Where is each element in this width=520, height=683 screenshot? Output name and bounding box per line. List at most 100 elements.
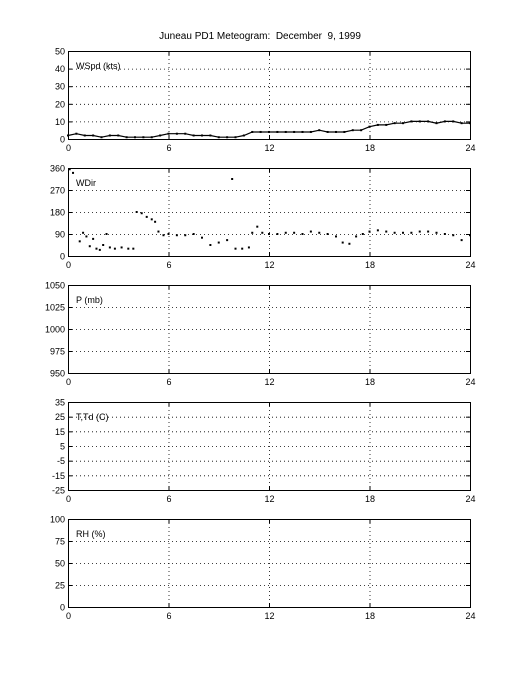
wind-direction-point [82,231,85,234]
wind-speed-point [469,122,471,125]
wind-speed-point [435,122,438,125]
wind-speed-point [242,134,245,137]
x-tick-label: 18 [365,494,375,504]
wind-direction-point [201,236,203,239]
x-tick-label: 0 [66,143,71,153]
y-tick-label: -5 [57,456,65,466]
wind-speed-point [75,132,78,135]
wind-speed-point [234,136,237,139]
y-tick-label: 25 [55,581,65,591]
wind-speed-point [251,130,254,133]
y-tick-label: 50 [55,559,65,569]
wind-direction-point [154,220,157,223]
wind-speed-point [410,120,413,123]
x-tick-label: 18 [365,611,375,621]
figure-title: Juneau PD1 Meteogram: December 9, 1999 [159,31,361,42]
wind-direction-point [261,231,264,234]
y-tick-label: 975 [50,347,65,357]
wind-speed-point [108,134,111,137]
wind-direction-point [318,231,321,234]
panel-label: WSpd (kts) [76,61,121,71]
y-tick-label: 1025 [45,303,65,313]
wind-direction-point [68,168,71,171]
wind-speed-point [368,125,371,128]
y-tick-label: 30 [55,82,65,92]
wind-direction-point [145,215,148,218]
y-tick-label: 40 [55,64,65,74]
x-tick-label: 6 [166,260,171,270]
wind-speed-point [134,136,136,139]
wind-direction-point [184,234,187,237]
wind-speed-point [100,136,103,139]
wind-speed-point [376,123,379,126]
wind-direction-point [247,246,250,249]
y-tick-label: 35 [55,398,65,408]
wind-speed-point [326,130,329,133]
wind-direction-point [92,237,95,240]
wind-speed-point [301,130,304,133]
wind-direction-point [140,212,143,215]
y-tick-label: 25 [55,412,65,422]
wind-direction-point [268,233,270,235]
wind-direction-point [135,211,138,213]
x-tick-label: 24 [465,143,475,153]
wind-speed-point [268,130,270,133]
wind-direction-point [251,231,254,234]
wind-direction-point [78,240,81,243]
wind-direction-point [120,246,123,249]
wind-direction-point [105,233,108,235]
y-tick-label: 0 [60,603,65,613]
y-tick-label: 360 [50,164,65,174]
wind-speed-point [443,120,446,123]
x-tick-label: 24 [465,377,475,387]
y-tick-label: 1050 [45,281,65,291]
panel-2: 0 6 12 18 24 0 90 180 270 360 WDir [50,164,476,271]
wind-direction-point [355,235,358,238]
wind-speed-point [217,136,220,139]
wind-direction-point [88,245,91,248]
y-tick-label: 180 [50,208,65,218]
wind-direction-point [167,233,170,235]
x-tick-label: 12 [264,377,274,387]
wind-direction-point [175,234,178,237]
panel-3: 0 6 12 18 24 950 975 1000 1025 1050 P (mb) [45,281,476,388]
wind-speed-point [393,122,396,125]
wind-speed-point [67,134,69,137]
wind-direction-point [427,230,430,233]
wind-speed-point [175,132,178,135]
wind-speed-point [343,130,346,133]
wind-speed-point [427,120,430,123]
panel-1: 0 6 12 18 24 0 10 20 30 40 50 WSpd (kts) [55,47,476,154]
wind-direction-point [301,233,304,235]
panel-4: 0 6 12 18 24 -25 -15 -5 5 15 25 35 T,Td (C) [52,398,476,505]
wind-direction-point [293,231,296,234]
y-tick-label: 20 [55,99,65,109]
wind-speed-point [284,130,287,133]
wind-direction-point [335,235,337,238]
wind-direction-point [276,233,279,235]
x-tick-label: 6 [166,611,171,621]
x-tick-label: 24 [465,494,475,504]
wind-speed-point [226,136,229,139]
x-tick-label: 24 [465,260,475,270]
wind-direction-point [132,247,135,250]
wind-direction-point [98,248,101,251]
wind-direction-point [231,178,234,180]
wind-direction-point [309,230,312,233]
y-tick-label: 270 [50,186,65,196]
y-tick-label: 1000 [45,325,65,335]
x-tick-label: 18 [365,377,375,387]
wind-direction-point [113,247,116,250]
wind-speed-point [92,134,95,137]
wind-direction-point [418,230,421,233]
wind-direction-point [162,234,165,237]
wind-speed-point [460,122,463,125]
y-tick-label: 90 [55,230,65,240]
wind-speed-point [452,120,455,123]
wind-speed-point [167,132,170,135]
y-tick-label: 75 [55,537,65,547]
x-tick-label: 0 [66,494,71,504]
wind-direction-point [402,231,404,234]
x-tick-label: 12 [264,143,274,153]
